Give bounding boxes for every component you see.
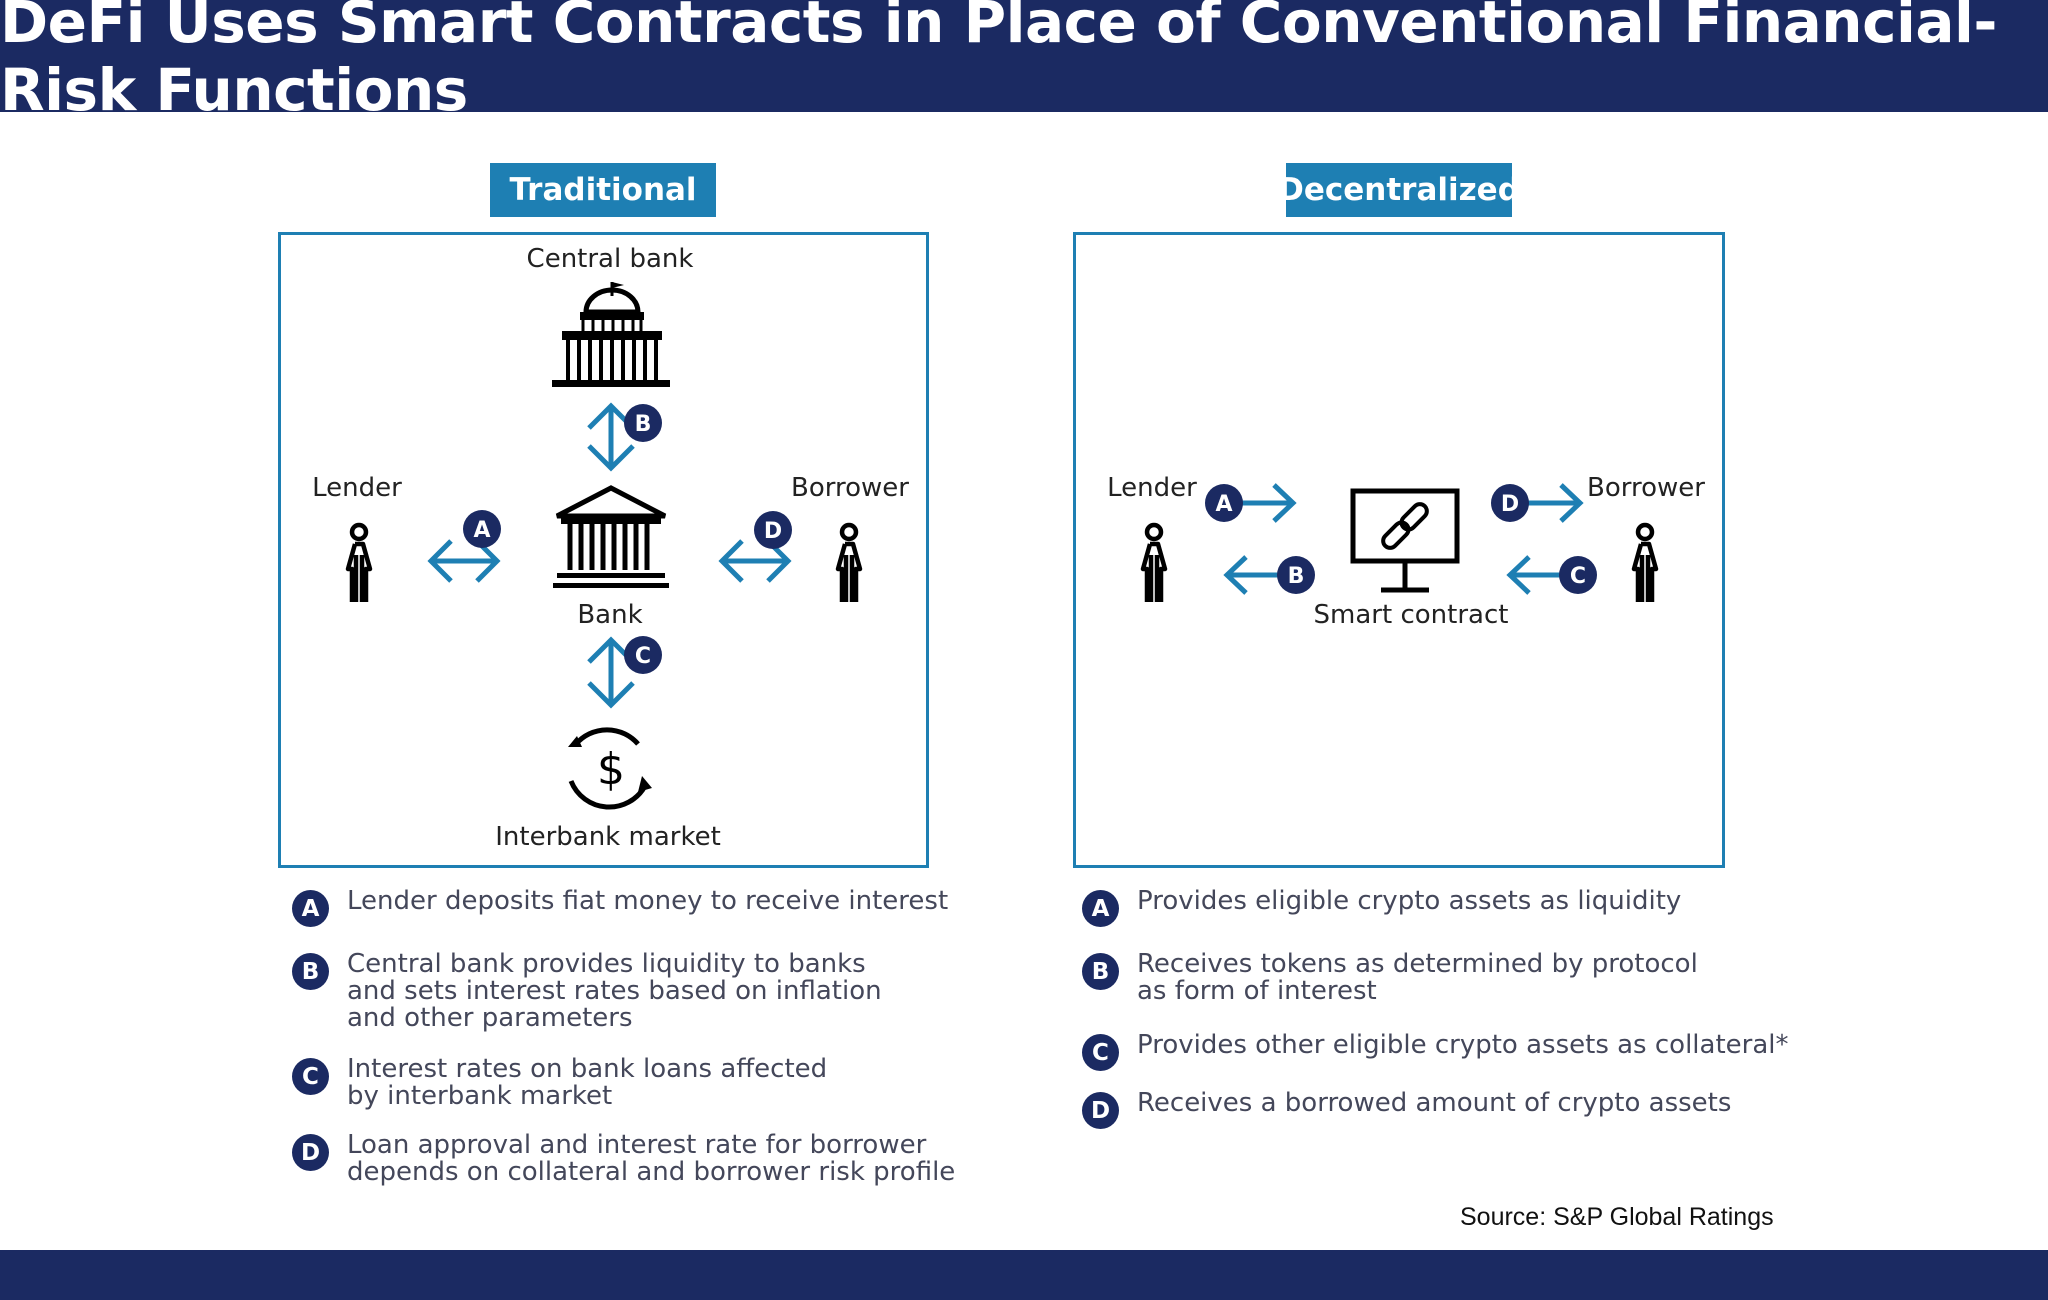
decentralized-panel [1073,232,1725,868]
svg-text:C: C [635,644,651,669]
title-bar: DeFi Uses Smart Contracts in Place of Co… [0,0,2048,124]
legend-badge: A [1082,890,1119,927]
lender-label: Lender [1107,473,1197,503]
legend-item: A Provides eligible crypto assets as liq… [1082,888,1681,927]
monitor-chain-link-icon [1350,488,1460,593]
arrow-c-left [1506,555,1565,595]
badge-a: A [463,510,501,548]
badge-c: C [624,636,662,674]
person-icon [1143,525,1165,602]
borrower-label: Borrower [1587,473,1705,503]
legend-text: Receives tokens as determined by protoco… [1137,949,1698,1006]
legend-badge: D [292,1134,329,1171]
central-bank-label: Central bank [526,244,694,274]
svg-text:B: B [635,412,652,437]
person-icon [838,525,860,602]
arrow-d-right [1527,483,1584,523]
svg-text:D: D [764,519,782,544]
dollar-cycle-icon: $ [568,727,652,810]
arrow-a-right [1241,483,1297,523]
legend-item: C Provides other eligible crypto assets … [1082,1032,1789,1071]
legend-badge: C [292,1058,329,1095]
badge-d: D [754,511,792,549]
legend-badge: B [292,953,329,990]
lender-label: Lender [312,473,402,503]
svg-text:B: B [1288,564,1305,589]
page-title: DeFi Uses Smart Contracts in Place of Co… [0,0,1997,124]
arrow-b-left [1223,555,1284,595]
bottom-bar [0,1250,2048,1300]
smart-contract-label: Smart contract [1313,600,1509,630]
bank-building-icon [553,485,669,588]
legend-text: Receives a borrowed amount of crypto ass… [1137,1088,1732,1118]
decentralized-tag: Decentralized [1278,163,1520,217]
bank-label: Bank [577,600,643,630]
traditional-panel [278,232,929,868]
legend-item: A Lender deposits fiat money to receive … [292,888,948,927]
legend-text: Provides eligible crypto assets as liqui… [1137,886,1682,916]
badge-c: C [1559,556,1597,594]
traditional-tag: Traditional [490,163,716,217]
legend-item: D Receives a borrowed amount of crypto a… [1082,1090,1731,1129]
badge-a: A [1205,484,1243,522]
legend-text: Central bank provides liquidity to banks… [347,949,882,1033]
source-note: Source: S&P Global Ratings [1460,1203,1774,1231]
legend-text: Provides other eligible crypto assets as… [1137,1030,1789,1060]
svg-text:C: C [1570,564,1586,589]
legend-text: Interest rates on bank loans affected by… [347,1054,828,1111]
svg-text:$: $ [597,744,625,795]
interbank-market-label: Interbank market [495,822,721,852]
badge-b: B [1277,556,1315,594]
legend-badge: C [1082,1034,1119,1071]
legend-item: C Interest rates on bank loans affected … [292,1056,827,1110]
borrower-label: Borrower [791,473,909,503]
person-icon [1634,525,1656,602]
svg-text:A: A [473,518,490,543]
badge-d: D [1491,484,1529,522]
legend-item: D Loan approval and interest rate for bo… [292,1132,955,1186]
legend-badge: B [1082,953,1119,990]
legend-badge: D [1082,1092,1119,1129]
svg-text:D: D [1501,492,1519,517]
legend-badge: A [292,890,329,927]
person-icon [348,525,370,602]
legend-text: Loan approval and interest rate for borr… [347,1130,956,1187]
legend-item: B Central bank provides liquidity to ban… [292,951,882,1032]
legend-text: Lender deposits fiat money to receive in… [347,886,949,916]
svg-text:A: A [1215,492,1232,517]
badge-b: B [624,404,662,442]
legend-item: B Receives tokens as determined by proto… [1082,951,1698,1005]
capitol-building-icon [552,282,670,387]
